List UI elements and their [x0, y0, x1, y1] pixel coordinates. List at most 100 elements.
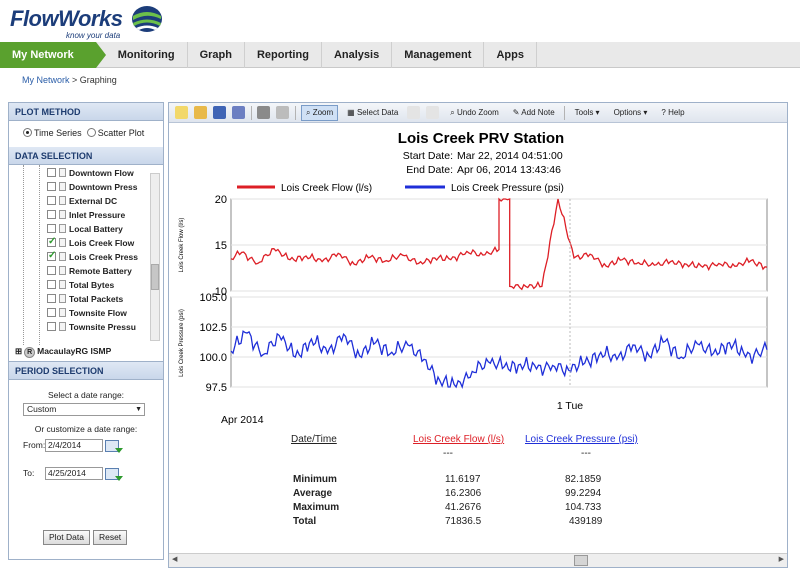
nav-graph[interactable]: Graph	[188, 42, 245, 68]
help-button[interactable]: ? Help	[661, 107, 685, 117]
checkbox[interactable]	[47, 210, 56, 219]
tree-item[interactable]: Total Packets	[47, 294, 123, 307]
tree-item[interactable]: Townsite Flow	[47, 308, 127, 321]
horizontal-scrollbar[interactable]: ◀ ▶	[169, 553, 787, 567]
print-icon[interactable]	[257, 106, 270, 119]
save-icon[interactable]	[213, 106, 226, 119]
undo-zoom-button[interactable]: ⌕ Undo Zoom	[450, 107, 499, 117]
tree-item[interactable]: Inlet Pressure	[47, 210, 125, 223]
stats-header-date: Date/Time	[291, 434, 337, 445]
pan-icon[interactable]	[407, 106, 421, 119]
pressure-axis-label: Lois Creek Pressure (psi)	[179, 309, 185, 377]
stats-pressure-value: 439189	[569, 516, 603, 527]
channel-icon	[59, 308, 66, 317]
tree-item[interactable]: Remote Battery	[47, 266, 132, 279]
nav-monitoring[interactable]: Monitoring	[106, 42, 188, 68]
copy-icon[interactable]	[276, 106, 289, 119]
checkbox[interactable]	[47, 294, 56, 303]
checkbox[interactable]	[47, 168, 56, 177]
stats-pressure-value: 82.1859	[565, 474, 602, 485]
select-data-label: Select Data	[356, 107, 399, 117]
chart-area[interactable]: Lois Creek PRV Station Start Date: Mar 2…	[169, 123, 787, 428]
checkbox[interactable]	[47, 280, 56, 289]
calendar-icon[interactable]	[105, 439, 123, 453]
tree-item-label: Inlet Pressure	[69, 210, 126, 220]
to-date-input[interactable]: 4/25/2014	[45, 467, 103, 480]
from-date-input[interactable]: 2/4/2014	[45, 439, 103, 452]
x-tick-label: 1 Tue	[557, 400, 583, 412]
tree-item[interactable]: Townsite Pressu	[47, 322, 136, 335]
checkbox[interactable]	[47, 196, 56, 205]
tree-item-label: Local Battery	[69, 224, 123, 234]
pressure-y-ticks: 97.5 100.0 102.5 105.0	[199, 292, 767, 394]
nav-analysis[interactable]: Analysis	[322, 42, 393, 68]
tree-item[interactable]: Downtown Flow	[47, 168, 134, 181]
channel-icon	[59, 168, 66, 177]
tree-item[interactable]: Downtown Press	[47, 182, 137, 195]
nav-apps[interactable]: Apps	[484, 42, 537, 68]
checkbox[interactable]	[47, 308, 56, 317]
checkbox[interactable]	[47, 266, 56, 275]
save-all-icon[interactable]	[232, 106, 245, 119]
tree-item[interactable]: Local Battery	[47, 224, 123, 237]
channel-icon	[59, 224, 66, 233]
tree-item[interactable]: External DC	[47, 196, 117, 209]
graph-toolbar: ⌕ Zoom ▦ Select Data ⌕ Undo Zoom ✎ Add N…	[169, 103, 787, 123]
horizontal-scrollbar-thumb[interactable]	[574, 555, 588, 566]
data-selection-tree: Downtown Flow Downtown Press External DC…	[9, 165, 163, 362]
nav-management[interactable]: Management	[392, 42, 485, 68]
stats-row-label: Average	[293, 488, 333, 499]
zoom-button[interactable]: ⌕ Zoom	[301, 104, 339, 121]
checkbox[interactable]	[47, 182, 56, 191]
tree-scrollbar[interactable]	[150, 173, 160, 341]
stats-flow-value: 41.2676	[445, 502, 482, 513]
tree-scrollbar-thumb[interactable]	[151, 264, 159, 290]
breadcrumb-root-link[interactable]: My Network	[22, 75, 70, 85]
channel-icon	[59, 280, 66, 289]
options-menu[interactable]: Options ▾	[613, 107, 648, 117]
time-series-radio[interactable]	[23, 128, 32, 137]
stats-pressure-value: 99.2294	[565, 488, 602, 499]
stats-header-pressure[interactable]: Lois Creek Pressure (psi)	[525, 434, 638, 445]
add-note-button[interactable]: ✎ Add Note	[512, 107, 555, 117]
select-data-button[interactable]: ▦ Select Data	[347, 107, 399, 117]
flow-axis-label: Lois Creek Flow (l/s)	[179, 218, 185, 273]
tree-group-macaulay[interactable]: ⊞ R MacaulayRG ISMP	[15, 346, 112, 358]
scroll-left-arrow-icon[interactable]: ◀	[172, 556, 178, 563]
checkbox[interactable]	[47, 224, 56, 233]
scroll-right-arrow-icon[interactable]: ▶	[778, 556, 784, 563]
stats-pressure-value: 104.733	[565, 502, 602, 513]
channel-icon	[59, 294, 66, 303]
tree-item[interactable]: Total Bytes	[47, 280, 114, 293]
zoom-out-icon[interactable]	[426, 106, 440, 119]
period-selection-body: Select a date range: Custom ▼ Or customiz…	[9, 380, 163, 483]
stats-header-flow[interactable]: Lois Creek Flow (l/s)	[413, 434, 505, 445]
nav-my-network[interactable]: My Network	[0, 42, 106, 68]
tree-guide-line	[39, 165, 40, 345]
calendar-icon[interactable]	[105, 467, 123, 481]
legend-label-pressure: Lois Creek Pressure (psi)	[451, 183, 564, 194]
brand-tagline: know your data	[66, 31, 121, 40]
pressure-series-line	[230, 330, 768, 390]
time-series-label[interactable]: Time Series	[34, 128, 82, 138]
scatter-plot-radio[interactable]	[86, 128, 96, 137]
nav-reporting[interactable]: Reporting	[245, 42, 322, 68]
reset-button[interactable]: Reset	[92, 530, 128, 545]
tools-menu[interactable]: Tools ▾	[574, 107, 600, 117]
checkbox[interactable]	[47, 322, 56, 331]
stats-row-label: Minimum	[293, 474, 337, 485]
plot-data-button[interactable]: Plot Data	[43, 530, 90, 545]
y-tick-label: 102.5	[199, 322, 227, 334]
tree-item-label: Total Bytes	[69, 280, 115, 290]
tree-item-lois-creek-flow[interactable]: Lois Creek Flow	[47, 236, 134, 251]
start-date-value: Mar 22, 2014 04:51:00	[457, 150, 563, 162]
brand-logo-text[interactable]: FlowWorks	[10, 6, 123, 31]
open-folder-icon[interactable]	[194, 106, 207, 119]
tree-item-lois-creek-press[interactable]: Lois Creek Press	[47, 250, 138, 265]
scatter-plot-label[interactable]: Scatter Plot	[97, 128, 145, 138]
checkbox-checked[interactable]	[47, 250, 56, 261]
date-range-select[interactable]: Custom ▼	[23, 403, 145, 416]
new-icon[interactable]	[175, 106, 188, 119]
brand-globe-icon	[132, 6, 162, 32]
checkbox-checked[interactable]	[47, 236, 56, 247]
